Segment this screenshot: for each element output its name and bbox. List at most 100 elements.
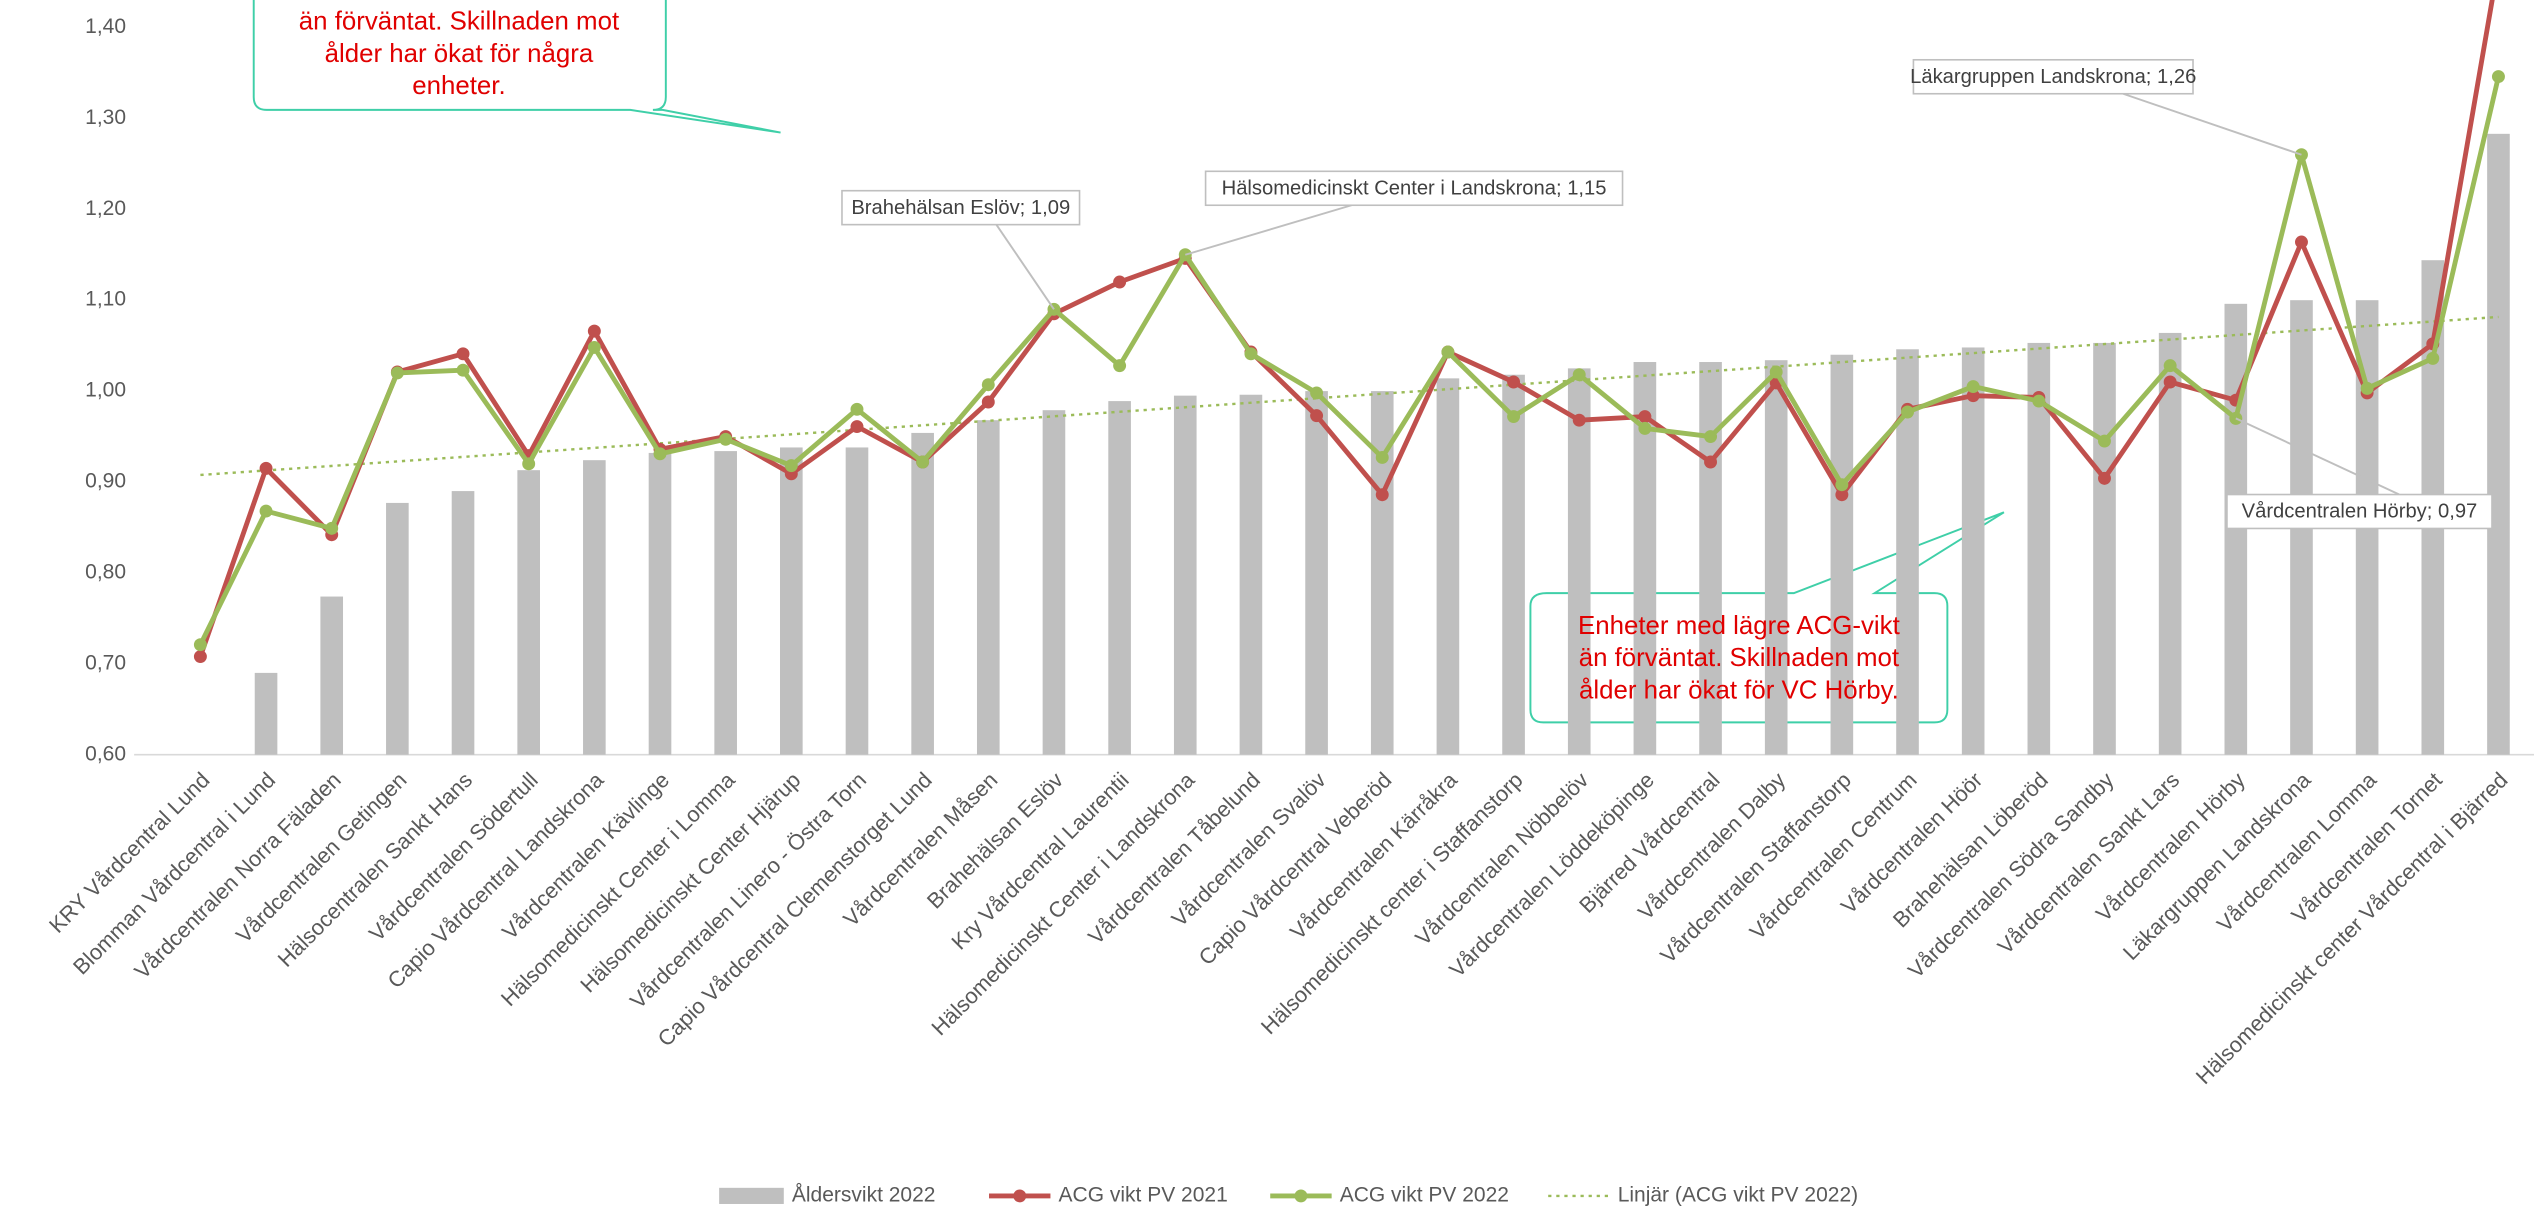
bar	[517, 470, 540, 755]
point	[981, 378, 995, 392]
bar	[320, 596, 344, 755]
y-tick-label: 1,30	[85, 106, 126, 129]
y-tick-label: 0,60	[85, 742, 126, 765]
bar	[386, 502, 409, 755]
legend-label: Linjär (ACG vikt PV 2022)	[1618, 1183, 1858, 1206]
bar	[2027, 342, 2051, 755]
y-tick-label: 1,00	[85, 379, 126, 402]
legend-swatch	[1294, 1189, 1308, 1203]
point	[2098, 434, 2111, 448]
bar	[1567, 368, 1591, 755]
legend-label: Åldersvikt 2022	[792, 1183, 936, 1206]
data-label-box	[841, 189, 1081, 226]
bar	[1896, 349, 1919, 755]
leader-line	[1184, 204, 1352, 256]
callout-shape	[252, 0, 781, 134]
legend-label: ACG vikt PV 2021	[1059, 1183, 1228, 1206]
legend-swatch	[719, 1187, 784, 1204]
point	[456, 363, 470, 377]
trendline	[200, 315, 2499, 477]
point	[1113, 275, 1127, 289]
leader-line	[995, 224, 1055, 310]
point	[2163, 375, 2177, 389]
bar	[648, 452, 672, 755]
data-label-box	[1912, 58, 2194, 95]
legend-swatch	[1013, 1189, 1027, 1203]
x-tick-label: Hälsomedicinskt center Vårdcentral i Bjä…	[2191, 767, 2513, 1089]
point	[719, 432, 733, 446]
bar	[1239, 394, 1263, 755]
point	[522, 457, 536, 471]
annotation-text: ålder har ökat för några	[325, 40, 594, 68]
bar	[845, 447, 869, 755]
bar	[1173, 395, 1197, 755]
annotation-text: ålder har ökat för VC Hörby.	[1579, 677, 1899, 705]
data-label: Hälsomedicinskt Center i Landskrona; 1,1…	[1222, 177, 1607, 199]
bar	[1961, 347, 1985, 755]
y-tick-label: 1,20	[85, 197, 126, 220]
y-tick-label: 1,40	[85, 15, 126, 38]
y-tick-label: 0,90	[85, 470, 126, 493]
point	[2491, 70, 2505, 84]
bar	[1305, 391, 1328, 755]
point	[1835, 488, 1849, 502]
point	[916, 455, 930, 469]
bar	[976, 420, 1000, 755]
point	[850, 420, 864, 434]
y-tick-label: 0,70	[85, 651, 126, 674]
point	[2163, 359, 2177, 373]
point	[653, 447, 667, 461]
point	[1375, 488, 1389, 502]
data-label-box	[2226, 493, 2493, 530]
point	[1572, 368, 1586, 382]
line	[198, 0, 2495, 658]
bar	[254, 672, 278, 755]
point	[2098, 471, 2111, 485]
bar	[2487, 133, 2510, 755]
bar	[2158, 332, 2182, 755]
point	[390, 366, 404, 380]
point	[1835, 478, 1849, 492]
data-label: Vårdcentralen Hörby; 0,97	[2242, 501, 2478, 523]
point	[850, 402, 864, 416]
point	[1441, 345, 1455, 359]
point	[2295, 235, 2308, 249]
leader-line	[2235, 417, 2400, 496]
point	[1113, 359, 1127, 373]
point	[1966, 389, 1980, 403]
point	[1572, 413, 1586, 427]
point	[456, 347, 470, 361]
point	[1310, 386, 1324, 400]
bar	[1108, 401, 1131, 755]
point	[1375, 450, 1389, 464]
data-label-box	[1204, 170, 1624, 207]
bar	[1042, 410, 1066, 755]
annotation-text: än förväntat. Skillnaden mot	[299, 7, 619, 35]
point	[193, 650, 207, 664]
data-label: Brahehälsan Eslöv; 1,09	[851, 197, 1070, 219]
point	[325, 521, 339, 535]
point	[587, 324, 601, 338]
bar	[911, 432, 934, 755]
point	[259, 504, 273, 518]
point	[1244, 347, 1258, 361]
legend-label: ACG vikt PV 2022	[1340, 1183, 1509, 1206]
point	[981, 395, 995, 409]
bar	[2093, 342, 2116, 755]
annotation-text: enheter.	[412, 72, 505, 100]
point	[1769, 365, 1783, 379]
point	[1507, 410, 1521, 424]
x-tick-label: Vårdcentralen Linero - Östra Torn	[625, 767, 871, 1013]
point	[1310, 409, 1324, 423]
bar	[1436, 378, 1460, 755]
point	[2032, 394, 2046, 408]
point	[1966, 380, 1980, 394]
point	[193, 638, 207, 652]
point	[1704, 455, 1718, 469]
bar	[780, 447, 803, 755]
data-label: Läkargruppen Landskrona; 1,26	[1910, 66, 2196, 88]
bar	[1633, 362, 1657, 755]
bar	[1830, 354, 1854, 755]
point	[1507, 375, 1521, 389]
